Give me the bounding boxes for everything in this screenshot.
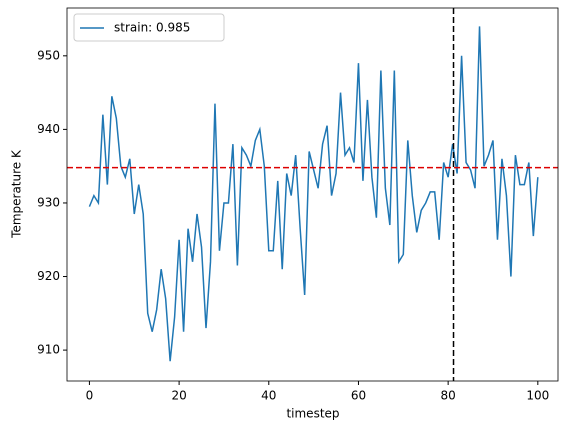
x-tick-label: 20 xyxy=(171,389,186,403)
y-tick-label: 910 xyxy=(37,343,60,357)
x-tick-label: 40 xyxy=(261,389,276,403)
y-tick-label: 930 xyxy=(37,195,60,209)
legend-box xyxy=(73,13,225,42)
x-axis-label: timestep xyxy=(286,407,339,421)
x-tick-label: 60 xyxy=(351,389,366,403)
legend-label: strain: 0.985 xyxy=(114,21,190,35)
x-tick-label: 100 xyxy=(526,389,549,403)
y-tick-label: 940 xyxy=(37,122,60,136)
y-tick-label: 950 xyxy=(37,48,60,62)
y-axis-label: Temperature K xyxy=(10,149,24,239)
data-line xyxy=(88,26,539,362)
x-tick-label: 80 xyxy=(441,389,456,403)
plot-frame xyxy=(66,7,559,382)
x-tick-label: 0 xyxy=(86,389,94,403)
y-tick-label: 920 xyxy=(37,269,60,283)
